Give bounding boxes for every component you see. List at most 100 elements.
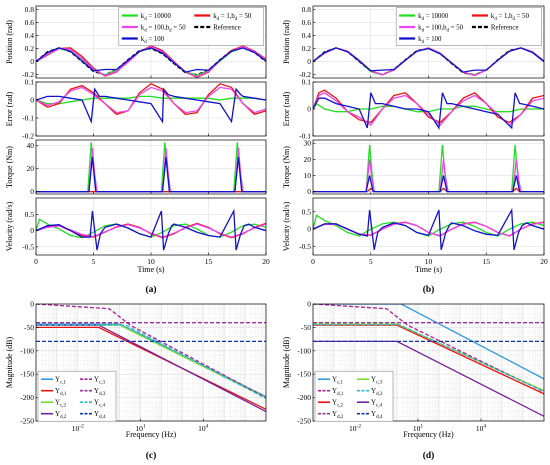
legend-box (118, 7, 264, 46)
y-tick-label: 0.8 (25, 5, 35, 14)
series-group (36, 304, 266, 413)
panel-position: -0.2 0 0.2 0.4 0.6 0.8 Position (rad) kd = 1000… (5, 5, 267, 79)
y-tick-label: 0.1 (25, 78, 35, 87)
legend-label: kd = 10000 (141, 13, 172, 22)
legend-label: Reference (213, 25, 241, 32)
legend-label: Yd,3 (371, 387, 383, 397)
y-tick-label: -250 (20, 417, 34, 426)
y-tick-label: -100 (20, 346, 34, 355)
series-group (36, 45, 266, 78)
series-line-green (313, 102, 544, 113)
y-tick-label: 0.5 (302, 207, 312, 216)
panel-error: -0.2 -0.1 0 0.1 Error (rad) (5, 78, 267, 141)
y-tick-label: 0 (30, 187, 34, 196)
y-tick-label: -50 (301, 323, 311, 332)
legend-label: Yd,3 (94, 387, 106, 397)
series-line-yd1 (36, 304, 266, 399)
y-tick-label: -100 (297, 346, 311, 355)
x-tick-label: 10 (425, 257, 433, 266)
y-tick-label: 0.5 (25, 210, 35, 219)
x-axis-label: Frequency (Hz) (403, 430, 454, 439)
x-tick-label: 0 (311, 257, 315, 266)
series-line-blue (36, 47, 266, 73)
y-tick-label: -150 (20, 370, 34, 379)
y-axis-label: Magnitude (dB) (5, 337, 14, 389)
y-tick-label: 0.6 (302, 18, 312, 27)
x-tick-label: 15 (205, 257, 213, 266)
y-tick-label: -0.5 (299, 242, 311, 251)
series-line-yd4 (313, 323, 544, 393)
y-tick-label: 0 (30, 57, 34, 66)
panel-torque: 0 20 40 Torque (Nm) (5, 139, 267, 196)
series-group (313, 304, 544, 417)
y-tick-label: -0.5 (22, 242, 34, 251)
x-tick-label: 10 (147, 257, 155, 266)
series-line-blue (313, 92, 544, 130)
legend-label: Yd,1 (332, 387, 344, 397)
x-axis-label: Frequency (Hz) (126, 430, 177, 439)
y-axis-label: Error (rad) (5, 91, 14, 126)
series-line-blue (36, 208, 266, 251)
x-tick-label: 10-2 (349, 424, 361, 434)
series-line-y2 (36, 326, 266, 410)
y-tick-label: 0 (30, 226, 34, 235)
x-tick-label: 20 (262, 257, 270, 266)
y-tick-label: 0.4 (302, 31, 312, 40)
legend-label: Yc,4 (94, 399, 106, 409)
y-tick-label: 0.2 (25, 44, 35, 53)
legend-label: Yc,2 (332, 399, 344, 409)
series-group (36, 208, 266, 251)
y-tick-label: 0 (307, 187, 311, 196)
y-tick-label: 40 (27, 141, 35, 150)
series-line-blue (313, 207, 544, 250)
x-tick-label: 20 (540, 257, 548, 266)
legend-label: Yc,2 (55, 399, 67, 409)
chart-d: -250 -200 -150 -100 -50 0 10-2 101 104 Magnitude … (282, 300, 545, 461)
y-tick-label: -0.1 (22, 114, 34, 123)
y-tick-label: 0.6 (25, 18, 35, 27)
x-tick-label: 5 (92, 257, 96, 266)
y-tick-label: 0 (307, 57, 311, 66)
series-line-blue (313, 47, 544, 73)
series-line-magenta (36, 223, 266, 238)
y-tick-label: 0.8 (302, 5, 312, 14)
figure-caption: (a) (145, 284, 156, 295)
series-group (313, 144, 544, 193)
series-line-magenta (313, 159, 544, 193)
y-tick-label: 0 (30, 96, 34, 105)
y-axis-label: Error (rad) (282, 91, 291, 126)
x-tick-label: 101 (135, 424, 146, 434)
y-tick-label: 0 (30, 300, 34, 309)
legend-label: Yd,2 (55, 410, 67, 420)
y-axis-label: Magnitude (dB) (282, 337, 291, 389)
legend: kd = 10000 kd = 1,bd = 50 kd = 100,bd = 50… (118, 7, 264, 46)
series-line-green (36, 95, 266, 105)
x-tick-label: 0 (34, 257, 38, 266)
plot-frame (35, 303, 267, 422)
legend: Yc,1 Yc,3 Yd,1 Yd,3 Yc,2 Yc,4 Yd,2 Yd,4 (37, 370, 117, 422)
y-tick-label: -150 (297, 370, 311, 379)
legend-label: Reference (491, 25, 519, 32)
y-tick-label: -50 (24, 323, 34, 332)
legend-label: Yc,4 (371, 399, 383, 409)
y-axis-label: Position (rad) (5, 20, 14, 64)
chart-c: -250 -200 -150 -100 -50 0 10-2 101 104 Magnitude … (5, 300, 267, 461)
legend: kd = 10000 kd = 1,bd = 50 kd = 100,bd = 50… (395, 7, 542, 46)
figure-caption: (d) (423, 450, 435, 461)
legend-box (395, 7, 542, 46)
x-axis-label: Time (s) (415, 265, 442, 274)
series-line-yd1 (313, 304, 544, 393)
y-tick-label: 20 (304, 155, 312, 164)
y-tick-label: -0.2 (22, 132, 34, 141)
series-group (313, 47, 544, 77)
legend-label: Yc,1 (55, 376, 67, 386)
legend-label: Yd,4 (371, 410, 383, 420)
y-axis-label: Velocity (rad/s) (282, 201, 291, 251)
series-line-blue (36, 157, 266, 193)
y-axis-label: Torque (Nm) (5, 146, 14, 188)
y-tick-label: -0.1 (299, 132, 311, 141)
y-tick-label: -0.2 (22, 70, 34, 79)
